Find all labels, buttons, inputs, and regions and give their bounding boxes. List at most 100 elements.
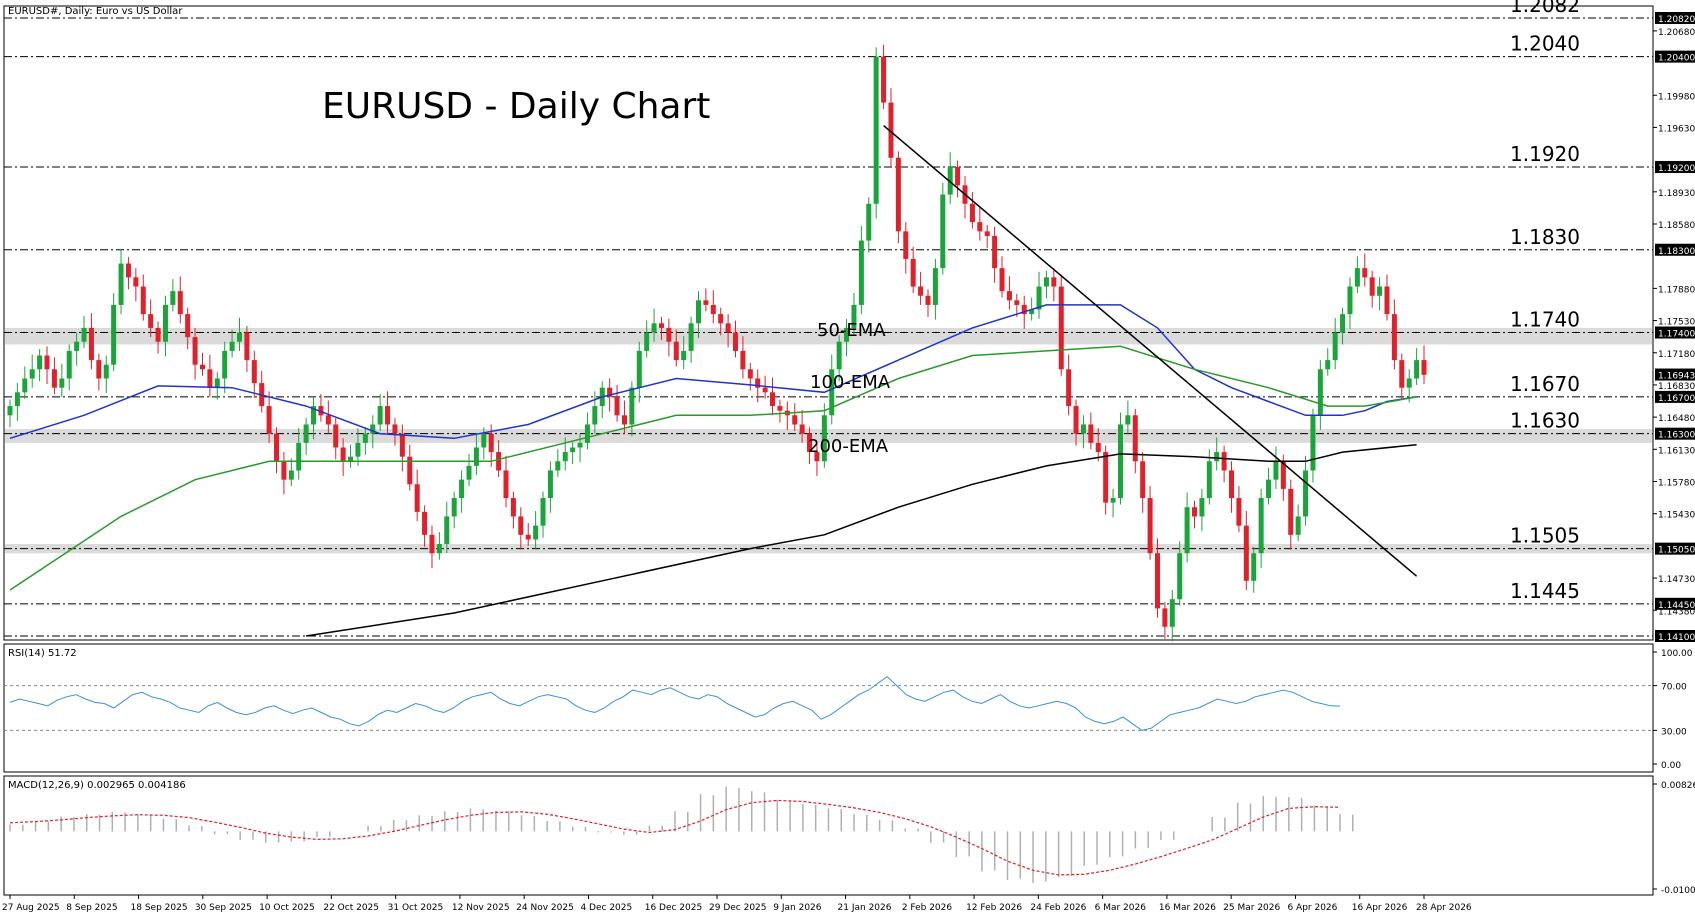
- axis-price-box: [1655, 630, 1695, 642]
- candle-body: [7, 406, 13, 416]
- candle-body: [1051, 277, 1057, 287]
- candle-body: [570, 447, 576, 453]
- date-label: 22 Oct 2025: [323, 903, 379, 913]
- price-zone: [5, 544, 1652, 554]
- candle-body: [614, 396, 620, 416]
- candle-body: [1192, 507, 1198, 517]
- candle-body: [1303, 470, 1309, 517]
- candle-body: [392, 424, 398, 434]
- macd-signal-line: [9, 799, 1341, 876]
- candle-body: [895, 157, 901, 232]
- ema50-line: [9, 304, 1417, 440]
- candle-body: [1384, 286, 1390, 315]
- candle-body: [303, 424, 309, 443]
- candle-body: [422, 511, 428, 535]
- macd-panel-frame: [3, 775, 1654, 896]
- candle-body: [718, 314, 724, 324]
- candle-body: [932, 268, 938, 305]
- date-label: 27 Aug 2025: [2, 903, 60, 913]
- date-label: 12 Feb 2026: [966, 903, 1022, 913]
- candle-body: [1258, 498, 1264, 554]
- candle-body: [1095, 442, 1101, 453]
- candle-body: [266, 406, 272, 434]
- candle-body: [955, 166, 961, 186]
- candle-body: [1021, 304, 1027, 315]
- axis-price-box: [1655, 326, 1695, 339]
- candle-body: [984, 231, 990, 236]
- candle-body: [584, 424, 590, 443]
- candle-body: [1354, 268, 1360, 287]
- candle-body: [177, 291, 183, 315]
- candle-body: [1036, 286, 1042, 310]
- axis-price-label: 1.19630: [1658, 124, 1695, 134]
- candle-body: [333, 424, 339, 448]
- candle-body: [1014, 300, 1020, 305]
- candle-body: [466, 465, 472, 480]
- candle-body: [429, 534, 435, 554]
- ema200-label: 200-EMA: [808, 436, 889, 457]
- candle-body: [918, 286, 924, 296]
- candle-body: [1332, 332, 1338, 361]
- candle-body: [325, 415, 331, 425]
- rsi-axis-label: 0.00: [1661, 761, 1681, 771]
- candle-body: [1325, 360, 1331, 370]
- candle-body: [807, 433, 813, 453]
- candle-body: [496, 452, 502, 471]
- candle-body: [251, 360, 257, 384]
- downtrend-line: [883, 125, 1418, 577]
- candle-body: [222, 350, 228, 379]
- date-label: 29 Dec 2025: [709, 903, 767, 913]
- candle-body: [940, 194, 946, 269]
- candle-body: [762, 387, 768, 393]
- candle-body: [629, 387, 635, 425]
- candle-body: [725, 323, 731, 333]
- macd-title: MACD(12,26,9) 0.002965 0.004186: [8, 780, 186, 791]
- axis-price-label: 1.19980: [1658, 92, 1695, 102]
- candle-body: [103, 364, 109, 379]
- candle-body: [44, 355, 50, 370]
- candle-body: [407, 456, 413, 485]
- date-label: 8 Sep 2025: [66, 903, 117, 913]
- candle-body: [51, 369, 57, 388]
- candle-body: [577, 442, 583, 448]
- date-label: 25 Mar 2026: [1223, 903, 1280, 913]
- candle-body: [540, 498, 546, 526]
- candle-body: [947, 166, 953, 195]
- axis-price-box: [1655, 427, 1695, 440]
- candle-body: [385, 406, 391, 425]
- candle-body: [695, 300, 701, 324]
- candle-body: [111, 304, 117, 365]
- candle-body: [185, 314, 191, 338]
- candle-body: [977, 222, 983, 232]
- candle-body: [459, 479, 465, 499]
- ema100-line: [9, 345, 1417, 591]
- candle-body: [66, 350, 72, 379]
- candle-body: [444, 516, 450, 545]
- candle-body: [777, 406, 783, 411]
- date-label: 6 Mar 2026: [1095, 903, 1147, 913]
- candle-body: [814, 452, 820, 462]
- candle-body: [851, 304, 857, 328]
- candle-body: [1043, 277, 1049, 287]
- candle-body: [1184, 507, 1190, 554]
- date-label: 16 Mar 2026: [1159, 903, 1216, 913]
- candle-body: [229, 341, 235, 351]
- candle-body: [1006, 291, 1012, 301]
- candle-body: [1317, 369, 1323, 416]
- candle-body: [1066, 369, 1072, 407]
- axis-price-box: [1655, 50, 1695, 63]
- axis-price-label: 1.16700: [1658, 394, 1695, 404]
- candle-body: [792, 415, 798, 425]
- axis-price-label: 1.15780: [1658, 479, 1695, 489]
- candle-body: [244, 332, 250, 361]
- candle-body: [340, 447, 346, 462]
- date-label: 21 Jan 2026: [838, 903, 892, 913]
- level-label: 1.1920: [1510, 142, 1580, 166]
- axis-price-label: 1.14450: [1658, 601, 1695, 611]
- date-label: 16 Dec 2025: [645, 903, 703, 913]
- date-label: 31 Oct 2025: [388, 903, 444, 913]
- axis-price-label: 1.18930: [1658, 189, 1695, 199]
- date-label: 4 Dec 2025: [580, 903, 632, 913]
- rsi-axis-label: 70.00: [1661, 683, 1687, 693]
